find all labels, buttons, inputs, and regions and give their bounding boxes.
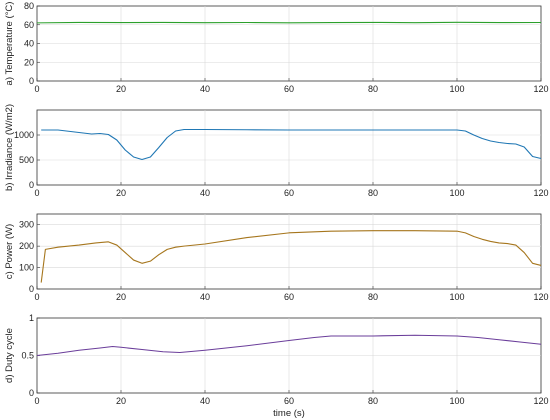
x-tick-label: 40: [200, 188, 210, 198]
x-tick-label: 60: [284, 396, 294, 406]
y-tick-label: 0.5: [21, 351, 34, 361]
x-tick-label: 80: [368, 188, 378, 198]
x-axis-label: time (s): [273, 408, 305, 419]
x-tick-label: 120: [533, 292, 548, 302]
x-tick-label: 80: [368, 396, 378, 406]
x-tick-label: 20: [116, 396, 126, 406]
panel-1: 0 20 40 60 80 100 120 0 20 40 60 80 a) Temperature (…: [4, 1, 549, 94]
x-tick-label: 120: [533, 396, 548, 406]
x-tick-label: 120: [533, 84, 548, 94]
y-tick-label: 500: [19, 155, 34, 165]
x-tick-label: 20: [116, 188, 126, 198]
y-tick-label: 200: [19, 241, 34, 251]
y-tick-label: 20: [24, 57, 34, 67]
x-tick-label: 0: [34, 396, 39, 406]
series-line-1: [41, 128, 542, 161]
x-tick-label: 100: [449, 292, 464, 302]
y-tick-label: 0: [29, 284, 34, 294]
series-line-1: [36, 21, 542, 24]
y-axis-label: d) Duty cycle: [4, 328, 15, 383]
panel-3: 0 20 40 60 80 100 120 0 100 200 300 c) Power (W): [4, 213, 549, 302]
x-tick-label: 60: [284, 292, 294, 302]
x-tick-label: 100: [449, 84, 464, 94]
x-tick-label: 0: [34, 292, 39, 302]
y-tick-label: 0: [29, 388, 34, 398]
x-tick-label: 20: [116, 292, 126, 302]
x-tick-label: 0: [34, 188, 39, 198]
y-axis-label: c) Power (W): [4, 224, 15, 279]
panel-4: 0 20 40 60 80 100 120 0 0.5 1 d) Duty cycle time (s…: [4, 313, 549, 419]
x-tick-label: 20: [116, 84, 126, 94]
x-tick-label: 80: [368, 292, 378, 302]
y-tick-label: 100: [19, 263, 34, 273]
x-tick-label: 0: [34, 84, 39, 94]
x-tick-label: 100: [449, 188, 464, 198]
y-tick-label: 1000: [14, 130, 34, 140]
y-tick-label: 40: [24, 39, 34, 49]
y-tick-label: 0: [29, 76, 34, 86]
y-tick-label: 60: [24, 20, 34, 30]
x-tick-label: 60: [284, 188, 294, 198]
x-tick-label: 60: [284, 84, 294, 94]
x-tick-label: 80: [368, 84, 378, 94]
y-axis-label: b) Irradiance (W/m2): [4, 104, 15, 191]
x-tick-label: 120: [533, 188, 548, 198]
x-tick-label: 40: [200, 396, 210, 406]
y-tick-label: 300: [19, 220, 34, 230]
y-tick-label: 0: [29, 180, 34, 190]
x-tick-label: 40: [200, 84, 210, 94]
x-tick-label: 40: [200, 292, 210, 302]
x-tick-label: 100: [449, 396, 464, 406]
y-axis-label: a) Temperature (°C): [4, 2, 15, 86]
y-tick-label: 80: [24, 1, 34, 11]
series-line-1: [40, 230, 542, 283]
y-tick-label: 1: [29, 313, 34, 323]
series-line-1: [36, 334, 542, 357]
